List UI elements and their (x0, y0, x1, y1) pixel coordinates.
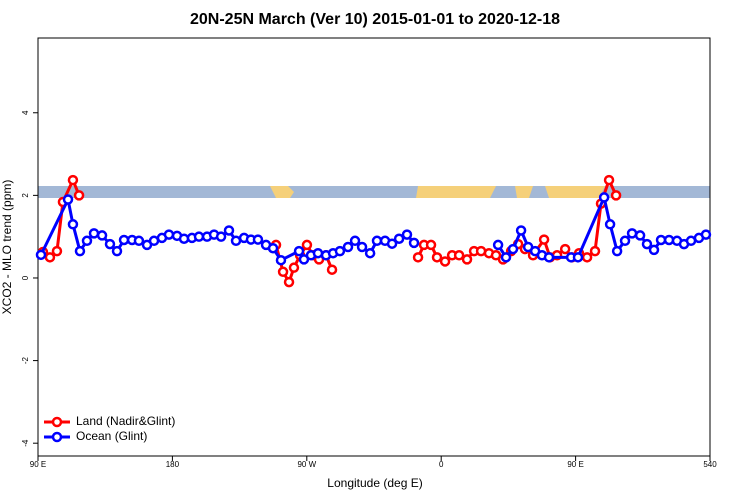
point (641, 238, 653, 250)
point (62, 194, 74, 205)
point (453, 250, 465, 261)
point (275, 254, 287, 266)
point (655, 234, 667, 246)
x-tick-label: 90 W (297, 460, 316, 469)
point (581, 252, 593, 263)
point (288, 262, 300, 273)
x-tick-label: 0 (439, 460, 444, 469)
point (386, 238, 398, 249)
point (349, 235, 361, 247)
point (364, 247, 376, 259)
x-tick-label: 540 (703, 460, 717, 469)
point (538, 234, 550, 245)
legend-label: Land (Nadir&Glint) (76, 414, 175, 428)
point (610, 190, 622, 201)
point (401, 229, 413, 240)
point (412, 252, 424, 263)
point (515, 225, 527, 236)
point (96, 230, 108, 241)
legend-marker (51, 416, 63, 428)
map-strip (38, 186, 710, 198)
legend-marker (51, 431, 63, 443)
point (326, 264, 338, 275)
point (193, 231, 205, 242)
point (133, 235, 145, 247)
point (598, 192, 610, 203)
point (67, 219, 79, 230)
point (611, 245, 623, 257)
point (334, 245, 346, 257)
y-tick-label: 2 (21, 193, 30, 198)
y-tick-label: 4 (21, 110, 30, 115)
point (283, 276, 295, 288)
point (104, 238, 116, 250)
legend-label: Ocean (Glint) (76, 429, 147, 443)
y-tick-label: -4 (21, 439, 30, 447)
point (35, 249, 47, 261)
point (111, 245, 123, 257)
point (559, 243, 571, 255)
point (393, 233, 405, 244)
point (44, 252, 56, 263)
point (461, 254, 473, 265)
point (74, 245, 86, 257)
point (356, 241, 368, 253)
point (700, 229, 712, 240)
point (163, 229, 175, 240)
x-tick-label: 90 E (567, 460, 583, 469)
point (342, 241, 354, 253)
point (223, 225, 235, 236)
point (51, 245, 63, 257)
point (431, 252, 443, 263)
plot-frame (37, 37, 711, 457)
point (277, 266, 289, 278)
point (67, 174, 79, 186)
point (88, 228, 100, 239)
y-tick-label: -2 (21, 356, 30, 364)
point (230, 235, 242, 247)
point (408, 237, 420, 249)
point (215, 231, 227, 242)
y-tick-label: 0 (21, 275, 30, 280)
point (507, 243, 519, 255)
x-tick-label: 180 (166, 460, 180, 469)
point (572, 252, 584, 263)
point (371, 235, 383, 247)
point (301, 239, 313, 251)
point (604, 219, 616, 230)
point (634, 230, 646, 241)
point (312, 247, 324, 259)
point (603, 174, 615, 186)
point (73, 190, 85, 201)
point (648, 244, 660, 256)
point (500, 252, 512, 263)
point (252, 234, 264, 245)
point (118, 234, 130, 246)
point (439, 256, 451, 267)
point (492, 239, 504, 251)
point (81, 235, 93, 247)
y-axis-label: XCO2 - MLO trend (ppm) (0, 180, 14, 315)
chart-title: 20N-25N March (Ver 10) 2015-01-01 to 202… (190, 11, 560, 28)
point (293, 245, 305, 257)
point (425, 239, 437, 251)
x-axis-label: Longitude (deg E) (327, 476, 422, 490)
point (543, 252, 555, 263)
point (626, 228, 638, 239)
point (267, 242, 279, 254)
point (589, 245, 601, 257)
point (619, 235, 631, 247)
x-tick-label: 90 E (30, 460, 46, 469)
